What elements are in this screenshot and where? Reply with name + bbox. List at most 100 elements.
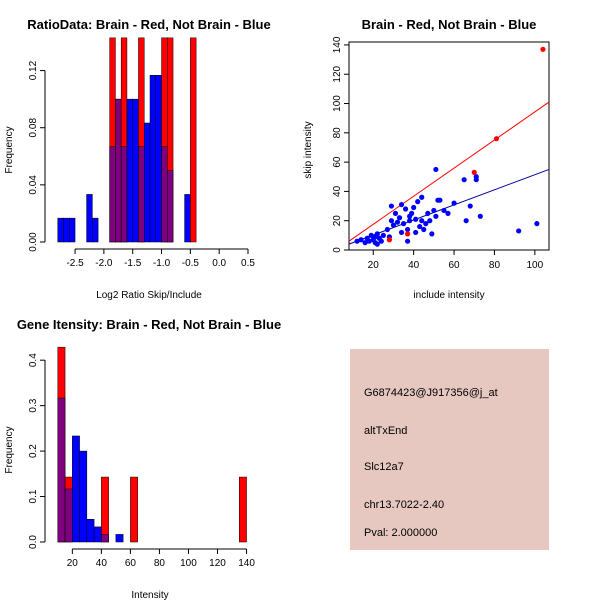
ratio-histogram-bars	[57, 37, 197, 243]
scatter-y-tick-label: 140	[332, 36, 343, 53]
intensity-bar-not-brain	[72, 435, 80, 543]
intensity-bar-brain	[101, 476, 109, 543]
intensity-bar-brain	[130, 476, 138, 543]
intensity-y-tick-label: 0.1	[28, 489, 39, 503]
not-brain-fit-line	[348, 168, 550, 245]
ratio-bar-not-brain	[63, 217, 70, 243]
ratio-bar-not-brain	[69, 217, 76, 243]
ratio-bar-overlap	[109, 146, 116, 243]
ratio-x-tick-label: -1.0	[153, 258, 171, 269]
scatter-y-tick-label: 0	[332, 247, 343, 253]
not-brain-point	[390, 222, 397, 228]
intensity-bar-not-brain	[93, 526, 102, 543]
intensity-bar-not-brain	[79, 450, 88, 543]
not-brain-point	[445, 210, 451, 216]
intensity-x-tick-label: 20	[67, 558, 79, 569]
intensity-x-tick-label: 60	[125, 558, 137, 569]
event-type-text: altTxEnd	[364, 425, 407, 437]
not-brain-point	[433, 213, 439, 219]
ratio-x-tick-label: -2.5	[66, 258, 84, 269]
not-brain-point	[402, 206, 409, 212]
ratio-bar-not-brain	[92, 217, 99, 243]
scatter-x-tick-label: 80	[489, 260, 501, 271]
not-brain-point	[413, 216, 419, 222]
intensity-bar-overlap	[57, 397, 66, 543]
brain-fit-line	[348, 101, 550, 242]
ratio-y-tick-label: 0.04	[28, 175, 39, 195]
location-text: chr13.7022-2.40	[364, 499, 444, 511]
not-brain-point	[358, 237, 364, 243]
ratio-y-tick-label: 0.00	[28, 232, 39, 252]
not-brain-point	[467, 203, 473, 209]
not-brain-point	[441, 207, 447, 214]
ratio-x-tick-label: -2.0	[95, 258, 113, 269]
ratio-bar-overlap	[167, 170, 174, 243]
scatter-y-tick-label: 40	[332, 185, 343, 197]
intensity-x-tick-label: 140	[238, 558, 255, 569]
ratio-bar-not-brain	[57, 217, 64, 243]
scatter-y-tick-label: 60	[332, 156, 343, 168]
ratio-bar-not-brain	[126, 98, 133, 243]
not-brain-point	[404, 238, 411, 244]
intensity-bar-overlap	[101, 534, 109, 543]
not-brain-point	[392, 210, 399, 216]
ratio-bar-not-brain	[149, 75, 157, 243]
scatter-y-tick-label: 20	[332, 215, 343, 227]
scatter-y-ticks: 0 20 40 60 80 100 120 140	[332, 36, 349, 253]
intensity-histogram: Gene Itensity: Brain - Red, Not Brain - …	[4, 317, 281, 600]
intensity-x-tick-label: 40	[96, 558, 108, 569]
intensity-x-axis-label: Intensity	[131, 590, 168, 600]
not-brain-point	[407, 218, 413, 224]
intensity-y-ticks: 0.0 0.1 0.2 0.3 0.4	[28, 353, 45, 549]
not-brain-point	[463, 218, 469, 224]
scatter-x-tick-label: 60	[448, 260, 460, 271]
not-brain-point	[398, 229, 405, 236]
ratio-y-tick-label: 0.12	[28, 60, 39, 80]
not-brain-point	[429, 231, 435, 237]
not-brain-point	[425, 210, 431, 216]
not-brain-point	[413, 229, 419, 236]
intensity-x-tick-label: 80	[154, 558, 166, 569]
not-brain-point	[516, 228, 522, 234]
pval-text: Pval: 2.000000	[364, 527, 437, 539]
intensity-histogram-bars	[57, 346, 247, 543]
not-brain-point	[473, 177, 479, 183]
not-brain-point	[431, 207, 437, 214]
ratio-bar-overlap	[138, 146, 145, 243]
ratio-y-ticks: 0.00 0.04 0.08 0.12	[28, 60, 45, 252]
not-brain-point	[427, 218, 433, 224]
intensity-bar-overlap	[64, 488, 73, 543]
ratio-bar-overlap	[161, 146, 168, 243]
scatter-y-tick-label: 100	[332, 95, 343, 112]
not-brain-point	[404, 226, 411, 233]
not-brain-point	[374, 231, 380, 237]
ratio-x-tick-label: 0.0	[212, 258, 226, 269]
ratio-bar-overlap	[115, 98, 122, 243]
scatter-x-tick-label: 20	[368, 260, 380, 271]
ratio-bar-not-brain	[132, 98, 139, 243]
ratio-histogram-title: RatioData: Brain - Red, Not Brain - Blue	[27, 17, 270, 32]
brain-point	[493, 136, 500, 142]
not-brain-point	[400, 221, 407, 227]
intensity-x-tick-label: 100	[180, 558, 197, 569]
ratio-bar-not-brain	[86, 194, 93, 243]
scatter-x-tick-label: 40	[408, 260, 420, 271]
scatter-plot-box	[348, 41, 550, 251]
not-brain-point	[534, 221, 540, 227]
not-brain-point	[411, 204, 417, 211]
ratio-x-tick-label: -0.5	[182, 258, 200, 269]
scatter-y-tick-label: 80	[332, 127, 343, 139]
probe-id-text: G6874423@J917356@j_at	[364, 387, 498, 399]
intensity-x-ticks: 20 40 60 80 100 120 140	[67, 549, 255, 569]
not-brain-point	[394, 219, 401, 225]
intensity-y-tick-label: 0.3	[28, 398, 39, 412]
not-brain-point	[461, 177, 467, 183]
ratio-x-ticks: -2.5 -2.0 -1.5 -1.0 -0.5 0.0 0.5	[66, 249, 255, 269]
brain-point	[386, 237, 393, 243]
brain-point	[540, 46, 546, 52]
not-brain-point	[437, 197, 443, 203]
scatter-x-ticks: 20 40 60 80 100	[368, 250, 544, 271]
not-brain-point	[368, 232, 374, 238]
not-brain-point	[423, 221, 429, 227]
